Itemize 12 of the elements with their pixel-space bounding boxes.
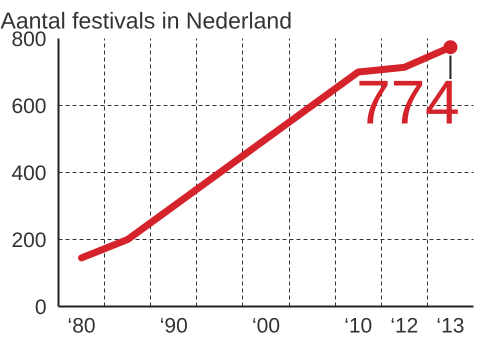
x-tick-label: ‘00 xyxy=(252,314,280,338)
x-tick-label: ‘80 xyxy=(68,314,96,338)
x-tick-label: ‘90 xyxy=(160,314,188,338)
y-tick-label: 0 xyxy=(34,296,47,319)
y-tick-label: 800 xyxy=(11,28,47,51)
y-tick-label: 600 xyxy=(11,95,47,118)
x-tick-label: ‘12 xyxy=(390,314,418,338)
text: 774 xyxy=(356,68,460,138)
x-tick-label: ‘13 xyxy=(436,314,464,338)
y-tick-label: 400 xyxy=(11,162,47,185)
y-tick-label: 200 xyxy=(11,229,47,252)
x-tick-label: ‘10 xyxy=(344,314,372,338)
